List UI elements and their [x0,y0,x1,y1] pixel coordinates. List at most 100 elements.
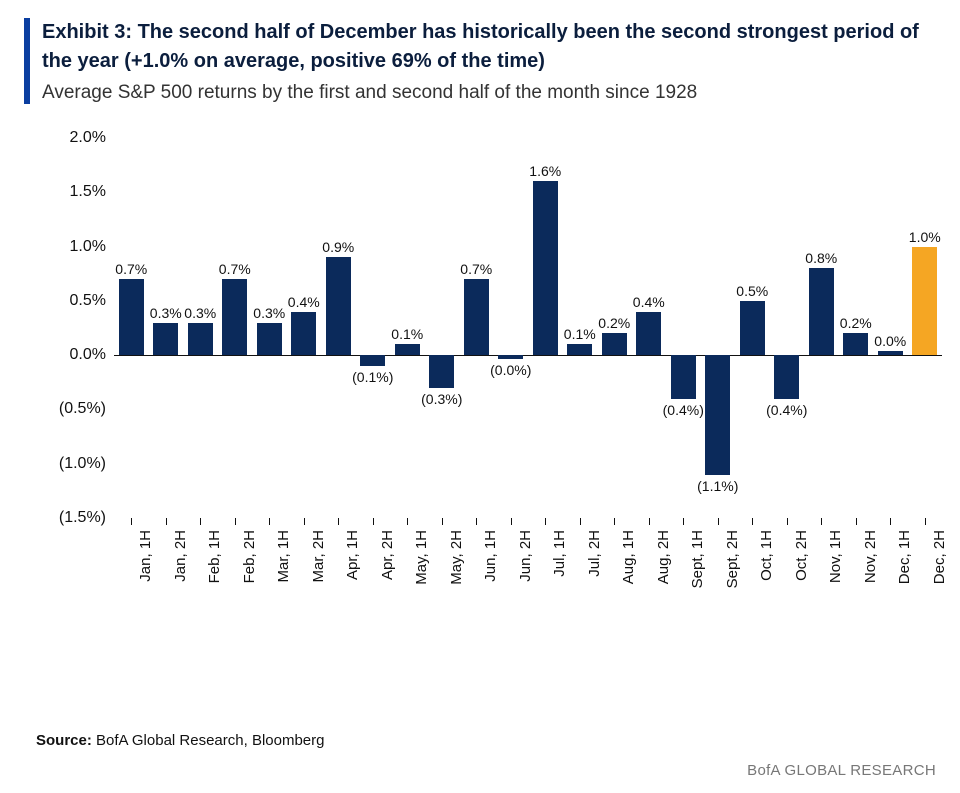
bar [291,312,316,355]
x-axis-label: Nov, 2H [862,530,879,583]
bar-value-label: 0.1% [391,326,423,342]
x-axis-label: Aug, 2H [655,530,672,584]
bar [395,344,420,355]
footer-brand: BofA GLOBAL RESEARCH [747,762,936,779]
exhibit-subtitle: Average S&P 500 returns by the first and… [42,82,936,104]
bar [671,355,696,398]
bar [843,333,868,355]
x-tick [545,518,546,525]
bar [740,301,765,355]
x-axis-label: Jun, 1H [482,530,499,582]
x-tick [614,518,615,525]
bar-value-label: (0.3%) [421,391,462,407]
x-axis-label: May, 1H [413,530,430,585]
bar-value-label: 0.9% [322,239,354,255]
x-tick [649,518,650,525]
x-axis-label: Apr, 2H [379,530,396,580]
x-axis-label: Oct, 2H [793,530,810,581]
x-axis-label: May, 2H [448,530,465,585]
y-tick-label: 0.0% [70,346,106,364]
x-axis-label: Jan, 2H [172,530,189,582]
x-tick [787,518,788,525]
bar [464,279,489,355]
bar-chart: 2.0%1.5%1.0%0.5%0.0%(0.5%)(1.0%)(1.5%) 0… [42,138,942,658]
y-tick-label: (0.5%) [59,400,106,418]
bar-value-label: 1.6% [529,163,561,179]
bar [222,279,247,355]
x-tick [476,518,477,525]
zero-line [114,355,942,356]
bar-value-label: 0.2% [598,315,630,331]
exhibit-header: Exhibit 3: The second half of December h… [24,18,936,104]
x-tick [338,518,339,525]
x-tick [304,518,305,525]
bar-value-label: 0.5% [736,283,768,299]
x-tick [200,518,201,525]
x-axis-label: Nov, 1H [827,530,844,583]
x-tick [752,518,753,525]
bar-value-label: 1.0% [909,229,941,245]
y-tick-label: 1.0% [70,238,106,256]
source-line: Source: BofA Global Research, Bloomberg [36,732,324,749]
bar [912,247,937,356]
x-tick [580,518,581,525]
x-tick [407,518,408,525]
accent-bar [24,18,30,104]
y-axis: 2.0%1.5%1.0%0.5%0.0%(0.5%)(1.0%)(1.5%) [42,138,114,518]
x-tick [166,518,167,525]
x-axis-label: Jun, 2H [517,530,534,582]
bar [567,344,592,355]
x-axis-label: Jul, 2H [586,530,603,577]
x-tick [890,518,891,525]
bar [119,279,144,355]
bar-value-label: 0.0% [874,333,906,349]
bar-value-label: 0.3% [150,305,182,321]
plot-area: 0.7%0.3%0.3%0.7%0.3%0.4%0.9%(0.1%)0.1%(0… [114,138,942,518]
bar-value-label: (0.1%) [352,369,393,385]
bar-value-label: 0.7% [219,261,251,277]
x-tick [821,518,822,525]
bar-value-label: 0.7% [460,261,492,277]
source-text: BofA Global Research, Bloomberg [92,732,325,749]
bar [878,351,903,355]
x-axis-label: Aug, 1H [620,530,637,584]
x-tick [235,518,236,525]
x-axis-label: Mar, 2H [310,530,327,583]
x-tick [856,518,857,525]
x-axis-label: Feb, 2H [241,530,258,583]
y-tick-label: 0.5% [70,292,106,310]
x-tick [269,518,270,525]
bar-value-label: 0.1% [564,326,596,342]
x-tick [131,518,132,525]
x-tick [511,518,512,525]
exhibit-title: Exhibit 3: The second half of December h… [42,18,936,76]
bar [360,355,385,366]
bar-value-label: 0.8% [805,250,837,266]
bar [326,257,351,355]
bar-value-label: (0.0%) [490,362,531,378]
bar-value-label: 0.7% [115,261,147,277]
bar [705,355,730,474]
bar-value-label: (1.1%) [697,478,738,494]
bar [636,312,661,355]
bar-value-label: 0.2% [840,315,872,331]
bar [774,355,799,398]
x-tick [925,518,926,525]
x-axis-label: Jul, 1H [551,530,568,577]
bar [153,323,178,356]
bar-value-label: 0.4% [633,294,665,310]
bar [188,323,213,356]
x-axis-label: Dec, 1H [896,530,913,584]
y-tick-label: 1.5% [70,183,106,201]
bar [498,355,523,359]
x-axis-label: Feb, 1H [206,530,223,583]
y-tick-label: (1.5%) [59,509,106,527]
bar-value-label: 0.4% [288,294,320,310]
x-tick [683,518,684,525]
x-axis-label: Mar, 1H [275,530,292,583]
x-axis-label: Jan, 1H [137,530,154,582]
x-axis-label: Oct, 1H [758,530,775,581]
bar [429,355,454,388]
x-axis-label: Sept, 1H [689,530,706,588]
x-axis-label: Sept, 2H [724,530,741,588]
